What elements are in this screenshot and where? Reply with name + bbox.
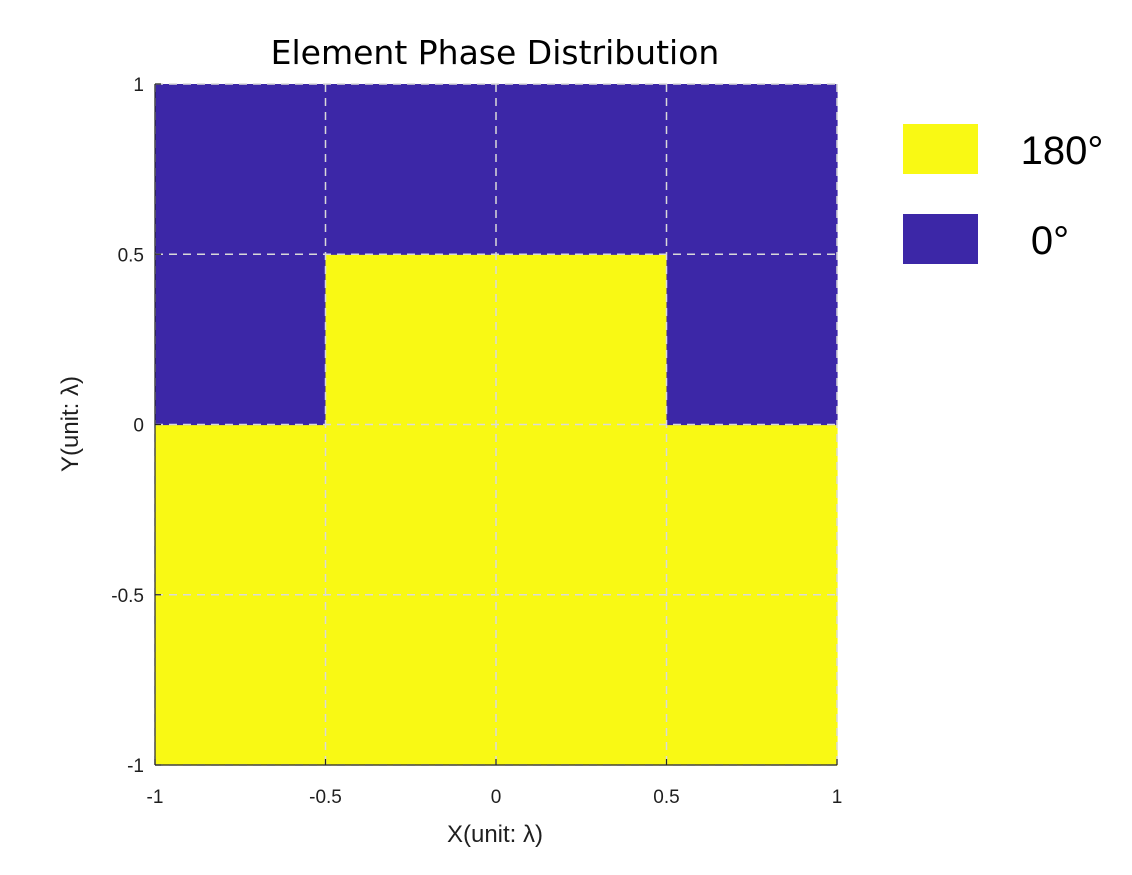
chart-title: Element Phase Distribution (271, 33, 720, 72)
x-axis-label: X(unit: λ) (447, 821, 543, 848)
heatmap-cell (496, 84, 668, 255)
legend-swatch (903, 124, 978, 174)
y-tick-label: -0.5 (111, 586, 144, 607)
x-tick-label: -0.5 (309, 787, 342, 808)
heatmap-cell (666, 594, 838, 766)
heatmap-cell (325, 424, 497, 596)
y-tick-label: -1 (127, 756, 144, 777)
heatmap-cell (325, 254, 497, 426)
heatmap-cells (155, 84, 838, 766)
legend-label: 180° (1021, 129, 1104, 173)
y-tick-label: 1 (133, 75, 144, 96)
x-tick-label: 0.5 (653, 787, 679, 808)
legend-label: 0° (1031, 219, 1069, 263)
heatmap-cell (496, 424, 668, 596)
y-tick-label: 0.5 (118, 245, 144, 266)
y-axis-label: Y(unit: λ) (57, 376, 84, 472)
x-tick-label: 1 (832, 787, 843, 808)
heatmap-cell (666, 424, 838, 596)
x-tick-label: 0 (491, 787, 502, 808)
y-axis-ticks: -1 -0.5 0 0.5 1 (111, 75, 161, 777)
heatmap-cell (496, 594, 668, 766)
heatmap-cell (666, 84, 838, 255)
heatmap-cell (325, 594, 497, 766)
x-axis-ticks: -1 -0.5 0 0.5 1 (147, 759, 843, 808)
legend-swatch (903, 214, 978, 264)
y-tick-label: 0 (133, 416, 144, 437)
legend: 180° 0° (903, 124, 1103, 264)
heatmap-cell (666, 254, 838, 426)
heatmap-cell (496, 254, 668, 426)
heatmap-cell (155, 594, 327, 766)
x-tick-label: -1 (147, 787, 164, 808)
heatmap-cell (155, 424, 327, 596)
heatmap-cell (325, 84, 497, 255)
heatmap-cell (155, 254, 327, 426)
heatmap-cell (155, 84, 327, 255)
